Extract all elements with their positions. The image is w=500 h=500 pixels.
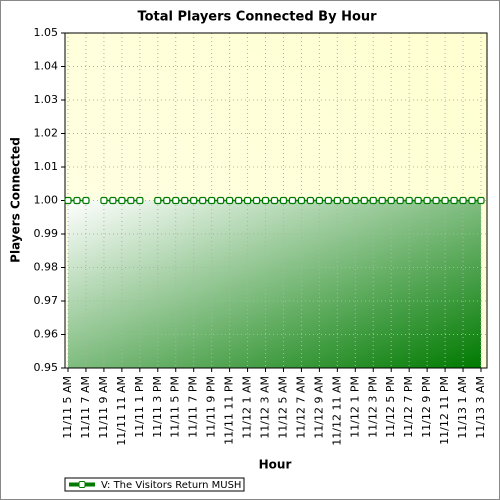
x-tick-label: 11/11 5 PM — [169, 376, 182, 438]
marker — [181, 196, 189, 205]
y-tick-label: 1.03 — [34, 93, 59, 106]
marker — [333, 196, 341, 205]
x-tick-label: 11/11 3 PM — [151, 376, 164, 438]
legend-label: V: The Visitors Return MUSH — [101, 480, 241, 491]
legend — [64, 477, 245, 492]
marker — [468, 196, 476, 205]
marker — [154, 196, 162, 205]
x-tick-label: 11/11 1 PM — [133, 376, 146, 438]
marker — [127, 196, 135, 205]
marker — [387, 196, 395, 205]
x-tick-label: 11/11 11 AM — [115, 376, 128, 446]
y-tick-label: 1.02 — [34, 127, 59, 140]
x-tick-label: 11/12 7 PM — [402, 376, 415, 438]
x-tick-label: 11/11 11 PM — [223, 376, 236, 445]
y-tick-label: 0.96 — [34, 328, 59, 341]
y-tick-label: 0.98 — [34, 261, 59, 274]
marker — [342, 196, 350, 205]
marker — [172, 196, 180, 205]
x-tick-label: 11/12 9 PM — [420, 376, 433, 438]
marker — [100, 196, 108, 205]
marker — [306, 196, 315, 205]
marker — [297, 196, 306, 205]
x-tick-label: 11/11 7 AM — [79, 376, 92, 439]
x-tick-label: 11/11 9 AM — [97, 376, 110, 439]
marker — [441, 196, 449, 205]
x-axis-label: Hour — [259, 458, 292, 472]
marker — [217, 196, 225, 205]
marker — [208, 196, 216, 205]
marker — [82, 196, 90, 205]
marker — [163, 196, 171, 205]
marker — [270, 196, 279, 205]
marker — [288, 196, 297, 205]
y-tick-label: 0.95 — [34, 361, 59, 374]
x-tick-label: 11/12 11 PM — [438, 376, 451, 445]
x-tick-label: 11/12 5 AM — [276, 376, 289, 439]
x-tick-label: 11/11 9 PM — [205, 376, 218, 438]
y-tick-label: 1.05 — [34, 26, 59, 39]
marker — [414, 196, 422, 205]
marker — [252, 196, 261, 205]
marker — [190, 196, 198, 205]
marker — [118, 196, 126, 205]
x-tick-label: 11/12 1 AM — [241, 376, 254, 439]
marker — [396, 196, 404, 205]
x-tick-label: 11/12 3 PM — [366, 376, 379, 438]
marker — [73, 196, 81, 205]
marker — [315, 196, 323, 205]
x-tick-label: 11/11 7 PM — [187, 376, 200, 438]
marker — [477, 196, 485, 205]
x-tick-label: 11/12 3 AM — [259, 376, 272, 439]
chart-title: Total Players Connected By Hour — [137, 10, 377, 25]
marker — [64, 196, 72, 205]
x-tick-label: 11/12 1 PM — [348, 376, 361, 438]
y-tick-label: 1.01 — [34, 160, 59, 173]
marker — [432, 196, 440, 205]
x-tick-label: 11/13 1 AM — [456, 376, 469, 439]
y-tick-label: 0.97 — [34, 294, 59, 307]
marker — [199, 196, 207, 205]
x-tick-label: 11/11 5 AM — [61, 376, 74, 439]
x-tick-label: 11/12 7 AM — [294, 376, 307, 439]
y-tick-label: 0.99 — [34, 227, 59, 240]
marker — [405, 196, 413, 205]
y-tick-label: 1.04 — [34, 60, 59, 73]
marker — [324, 196, 332, 205]
marker — [234, 196, 243, 205]
marker — [136, 196, 144, 205]
y-axis-label: Players Connected — [9, 137, 23, 263]
marker — [261, 196, 270, 205]
legend-marker — [78, 481, 86, 488]
marker — [369, 196, 377, 205]
marker — [351, 196, 359, 205]
x-tick-label: 11/12 9 AM — [312, 376, 325, 439]
x-tick-label: 11/12 11 AM — [330, 376, 343, 446]
marker — [459, 196, 467, 205]
marker — [243, 196, 252, 205]
x-tick-label: 11/12 5 PM — [384, 376, 397, 438]
marker — [360, 196, 368, 205]
area — [68, 200, 481, 368]
x-tick-label: 11/13 3 AM — [474, 376, 487, 439]
marker — [279, 196, 288, 205]
marker — [450, 196, 458, 205]
marker — [378, 196, 386, 205]
y-tick-label: 1.00 — [34, 194, 59, 207]
marker — [226, 196, 234, 205]
marker — [423, 196, 431, 205]
marker — [109, 196, 117, 205]
